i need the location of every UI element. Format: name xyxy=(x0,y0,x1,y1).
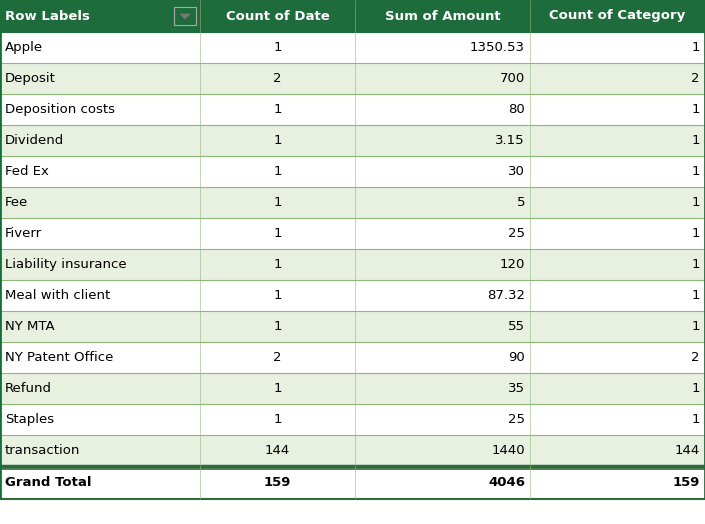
Text: Liability insurance: Liability insurance xyxy=(5,258,127,271)
Text: Dividend: Dividend xyxy=(5,134,64,147)
Text: 1: 1 xyxy=(692,41,700,54)
Text: 87.32: 87.32 xyxy=(487,289,525,302)
Text: Staples: Staples xyxy=(5,413,54,426)
Text: Fed Ex: Fed Ex xyxy=(5,165,49,178)
Bar xyxy=(0,249,705,280)
Text: Refund: Refund xyxy=(5,382,52,395)
Bar xyxy=(0,373,705,404)
Bar xyxy=(0,404,705,435)
Text: 1: 1 xyxy=(274,227,282,240)
Text: 1: 1 xyxy=(274,320,282,333)
Text: 1350.53: 1350.53 xyxy=(470,41,525,54)
Text: Grand Total: Grand Total xyxy=(5,476,92,489)
Bar xyxy=(174,7,196,25)
Bar xyxy=(0,63,705,94)
Text: 159: 159 xyxy=(264,476,291,489)
Text: 159: 159 xyxy=(673,476,700,489)
Text: 1440: 1440 xyxy=(491,444,525,457)
Text: 1: 1 xyxy=(692,134,700,147)
Text: 1: 1 xyxy=(274,382,282,395)
Text: Sum of Amount: Sum of Amount xyxy=(385,9,501,23)
Text: Row Labels: Row Labels xyxy=(5,9,90,23)
Text: 1: 1 xyxy=(274,165,282,178)
Text: Fee: Fee xyxy=(5,196,28,209)
Text: Fiverr: Fiverr xyxy=(5,227,42,240)
Text: Deposition costs: Deposition costs xyxy=(5,103,115,116)
Bar xyxy=(0,342,705,373)
Bar xyxy=(0,187,705,218)
Text: 2: 2 xyxy=(692,351,700,364)
Text: 35: 35 xyxy=(508,382,525,395)
Polygon shape xyxy=(180,14,190,19)
Text: Count of Category: Count of Category xyxy=(549,9,686,23)
Text: 1: 1 xyxy=(692,165,700,178)
Text: 700: 700 xyxy=(500,72,525,85)
Bar xyxy=(0,435,705,466)
Bar xyxy=(0,32,705,63)
Bar xyxy=(0,466,705,499)
Text: 30: 30 xyxy=(508,165,525,178)
Text: 5: 5 xyxy=(517,196,525,209)
Text: 4046: 4046 xyxy=(488,476,525,489)
Text: transaction: transaction xyxy=(5,444,80,457)
Text: 1: 1 xyxy=(274,196,282,209)
Text: 144: 144 xyxy=(675,444,700,457)
Text: NY MTA: NY MTA xyxy=(5,320,54,333)
Text: 1: 1 xyxy=(692,382,700,395)
Text: 1: 1 xyxy=(692,227,700,240)
Text: 3.15: 3.15 xyxy=(496,134,525,147)
Text: 1: 1 xyxy=(692,289,700,302)
Text: 2: 2 xyxy=(274,72,282,85)
Text: Deposit: Deposit xyxy=(5,72,56,85)
Text: Count of Date: Count of Date xyxy=(226,9,329,23)
Text: 1: 1 xyxy=(692,320,700,333)
Bar xyxy=(0,311,705,342)
Bar xyxy=(0,94,705,125)
Text: NY Patent Office: NY Patent Office xyxy=(5,351,114,364)
Text: Apple: Apple xyxy=(5,41,43,54)
Text: 144: 144 xyxy=(265,444,290,457)
Text: 1: 1 xyxy=(274,134,282,147)
Text: 1: 1 xyxy=(274,258,282,271)
Text: 1: 1 xyxy=(692,258,700,271)
Text: 2: 2 xyxy=(274,351,282,364)
Bar xyxy=(0,280,705,311)
Text: 1: 1 xyxy=(692,196,700,209)
Bar xyxy=(0,156,705,187)
Text: Meal with client: Meal with client xyxy=(5,289,110,302)
Text: 1: 1 xyxy=(274,289,282,302)
Text: 120: 120 xyxy=(500,258,525,271)
Text: 80: 80 xyxy=(508,103,525,116)
Text: 1: 1 xyxy=(692,103,700,116)
Text: 25: 25 xyxy=(508,413,525,426)
Text: 2: 2 xyxy=(692,72,700,85)
Text: 55: 55 xyxy=(508,320,525,333)
Text: 1: 1 xyxy=(692,413,700,426)
Bar xyxy=(0,125,705,156)
Text: 1: 1 xyxy=(274,103,282,116)
Text: 25: 25 xyxy=(508,227,525,240)
Text: 90: 90 xyxy=(508,351,525,364)
Bar xyxy=(0,218,705,249)
Bar xyxy=(0,0,705,32)
Text: 1: 1 xyxy=(274,41,282,54)
Text: 1: 1 xyxy=(274,413,282,426)
